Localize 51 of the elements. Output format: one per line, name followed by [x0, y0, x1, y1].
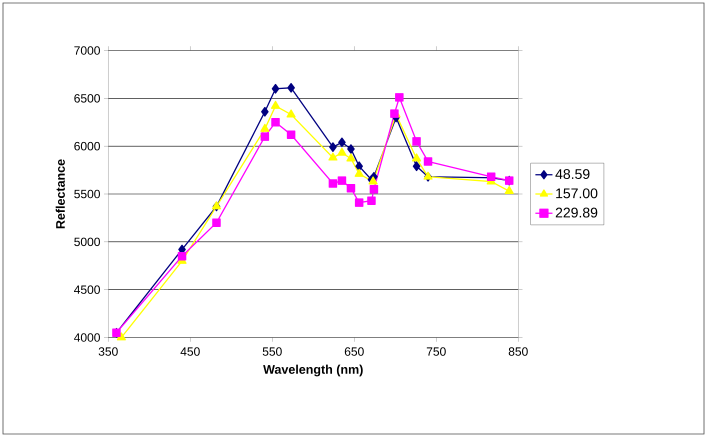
point	[328, 152, 338, 161]
point	[178, 252, 186, 260]
point	[116, 332, 126, 340]
point	[504, 186, 514, 194]
point	[261, 106, 269, 117]
point	[367, 196, 376, 205]
legend-label: 48.59	[555, 169, 590, 180]
point	[412, 161, 420, 172]
point	[260, 124, 270, 132]
x-tick-label: 450	[180, 347, 200, 356]
x-axis-title: Wavelength (nm)	[263, 364, 363, 376]
point	[412, 137, 421, 146]
y-tick-label: 4500	[74, 285, 100, 294]
point	[346, 184, 356, 193]
point	[370, 184, 378, 194]
y-tick-label: 6500	[74, 94, 100, 103]
point	[354, 168, 364, 177]
y-tick-label: 6000	[74, 142, 100, 150]
point	[346, 153, 356, 162]
point	[212, 218, 221, 227]
y-axis-title: Reflectance	[56, 159, 65, 228]
point	[329, 142, 337, 152]
x-tick-label: 750	[426, 347, 446, 356]
point	[355, 161, 363, 172]
point	[412, 153, 422, 162]
x-tick-label: 350	[98, 347, 118, 356]
y-tick-label: 5000	[74, 238, 100, 246]
y-tick-label: 7000	[74, 46, 100, 55]
point	[368, 176, 378, 184]
point	[286, 109, 296, 118]
point	[328, 179, 338, 188]
y-tick-label: 4000	[74, 333, 100, 342]
point	[395, 93, 404, 102]
point	[287, 82, 295, 93]
point	[338, 176, 346, 185]
point	[270, 100, 280, 109]
point	[271, 118, 280, 127]
point	[424, 157, 432, 166]
legend-label: 229.89	[556, 208, 598, 218]
point	[272, 84, 280, 94]
point	[260, 132, 270, 141]
point	[337, 148, 346, 156]
x-tick-label: 650	[344, 347, 364, 356]
point	[347, 144, 355, 154]
legend-label: 157.00	[556, 188, 598, 198]
x-tick-label: 850	[508, 347, 528, 356]
x-tick-label: 550	[262, 347, 282, 356]
y-tick-label: 5500	[74, 190, 100, 198]
point	[286, 130, 296, 139]
point	[354, 198, 364, 207]
point	[338, 137, 346, 148]
